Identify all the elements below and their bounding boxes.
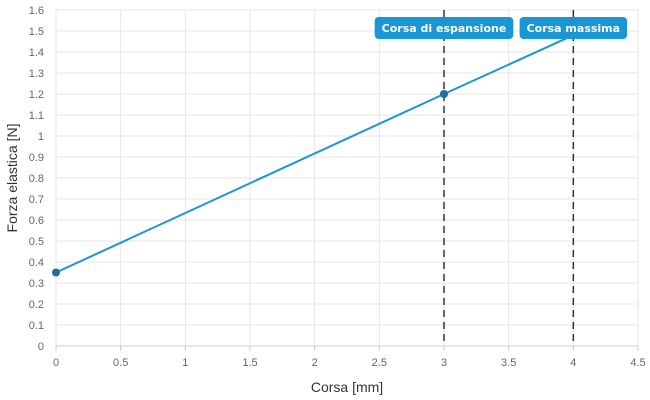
annotation-text: Corsa massima [527,22,621,35]
grid [55,9,639,347]
y-tick-label: 0.1 [29,320,44,332]
y-tick-label: 0.2 [29,299,44,311]
x-tick-label: 3.5 [501,357,516,369]
x-tick-label: 4 [570,357,576,369]
x-tick-label: 0 [53,357,59,369]
y-axis-title: Forza elastica [N] [4,124,20,233]
y-tick-label: 0.8 [29,173,44,185]
y-tick-label: 0.3 [29,278,44,290]
annotation-text: Corsa di espansione [382,22,507,35]
series-group [52,34,574,277]
axes [55,345,639,351]
annotation-box [519,17,628,39]
y-tick-label: 1.4 [29,47,44,59]
y-tick-label: 0.7 [29,194,44,206]
y-tick-label: 1.5 [29,26,44,38]
x-axis-title: Corsa [mm] [311,379,383,395]
x-tick-labels: 0 0.5 1 1.5 2 2.5 3 3.5 4 4.5 [53,357,646,369]
x-tick-label: 1.5 [242,357,257,369]
annotation-label: Corsa massima [519,17,628,39]
y-tick-label: 1 [38,131,44,143]
y-tick-label: 0.5 [29,236,44,248]
data-point [52,268,60,277]
annotation-labels: Corsa di espansione Corsa massima [374,17,628,39]
y-tick-label: 0.4 [29,257,44,269]
y-tick-label: 1.1 [29,110,44,122]
x-tick-label: 3 [441,357,447,369]
y-tick-label: 1.2 [29,89,44,101]
y-tick-label: 1.6 [29,5,44,17]
y-tick-label: 0.9 [29,152,44,164]
annotation-lines [443,10,575,346]
x-tick-label: 2 [312,357,318,369]
annotation-label: Corsa di espansione [374,17,514,39]
x-tick-label: 0.5 [113,357,128,369]
x-tick-label: 2.5 [372,357,387,369]
x-tick-label: 1 [182,357,188,369]
y-tick-label: 0 [38,341,44,353]
x-tick-label: 4.5 [630,357,645,369]
data-point [440,90,448,98]
annotation-box [374,17,514,39]
y-tick-label: 1.3 [29,68,44,80]
y-tick-labels: 0 0.1 0.2 0.3 0.4 0.5 0.6 0.7 0.8 0.9 1 1.1 1.2 1.3 1.… [29,5,44,353]
y-tick-label: 0.6 [29,215,44,227]
